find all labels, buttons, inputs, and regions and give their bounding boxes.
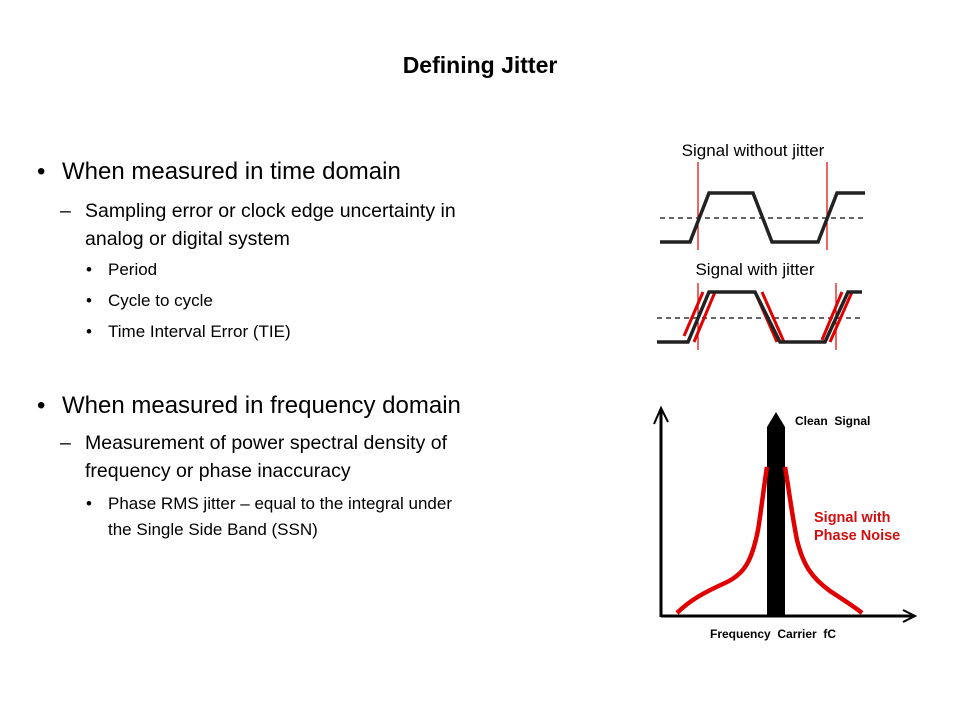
waveform-clean-label: Signal without jitter xyxy=(682,141,825,160)
waveform-jitter-label: Signal with jitter xyxy=(695,260,814,279)
clean-signal-bar xyxy=(767,412,785,616)
phase-noise-label: Signal with xyxy=(814,510,891,526)
x-axis-arrow-icon xyxy=(902,609,918,623)
x-axis-label: Frequency Carrier fC xyxy=(710,627,836,641)
clean-signal-trace xyxy=(660,191,865,244)
clean-signal-label: Clean Signal xyxy=(795,414,870,428)
phase-noise-curve-left xyxy=(675,466,770,615)
phase-noise-label: Phase Noise xyxy=(814,528,900,544)
y-axis-arrow-icon xyxy=(653,405,669,425)
slide-title: Defining Jitter xyxy=(402,52,558,78)
spectrum-diagram: Clean Signal Signal with Phase Noise Fre… xyxy=(653,405,918,641)
jitter-signal-trace xyxy=(657,290,862,344)
waveform-clean: Signal without jitter xyxy=(660,141,865,250)
waveform-jitter: Signal with jitter xyxy=(657,260,862,350)
phase-noise-curve-right xyxy=(782,466,864,615)
